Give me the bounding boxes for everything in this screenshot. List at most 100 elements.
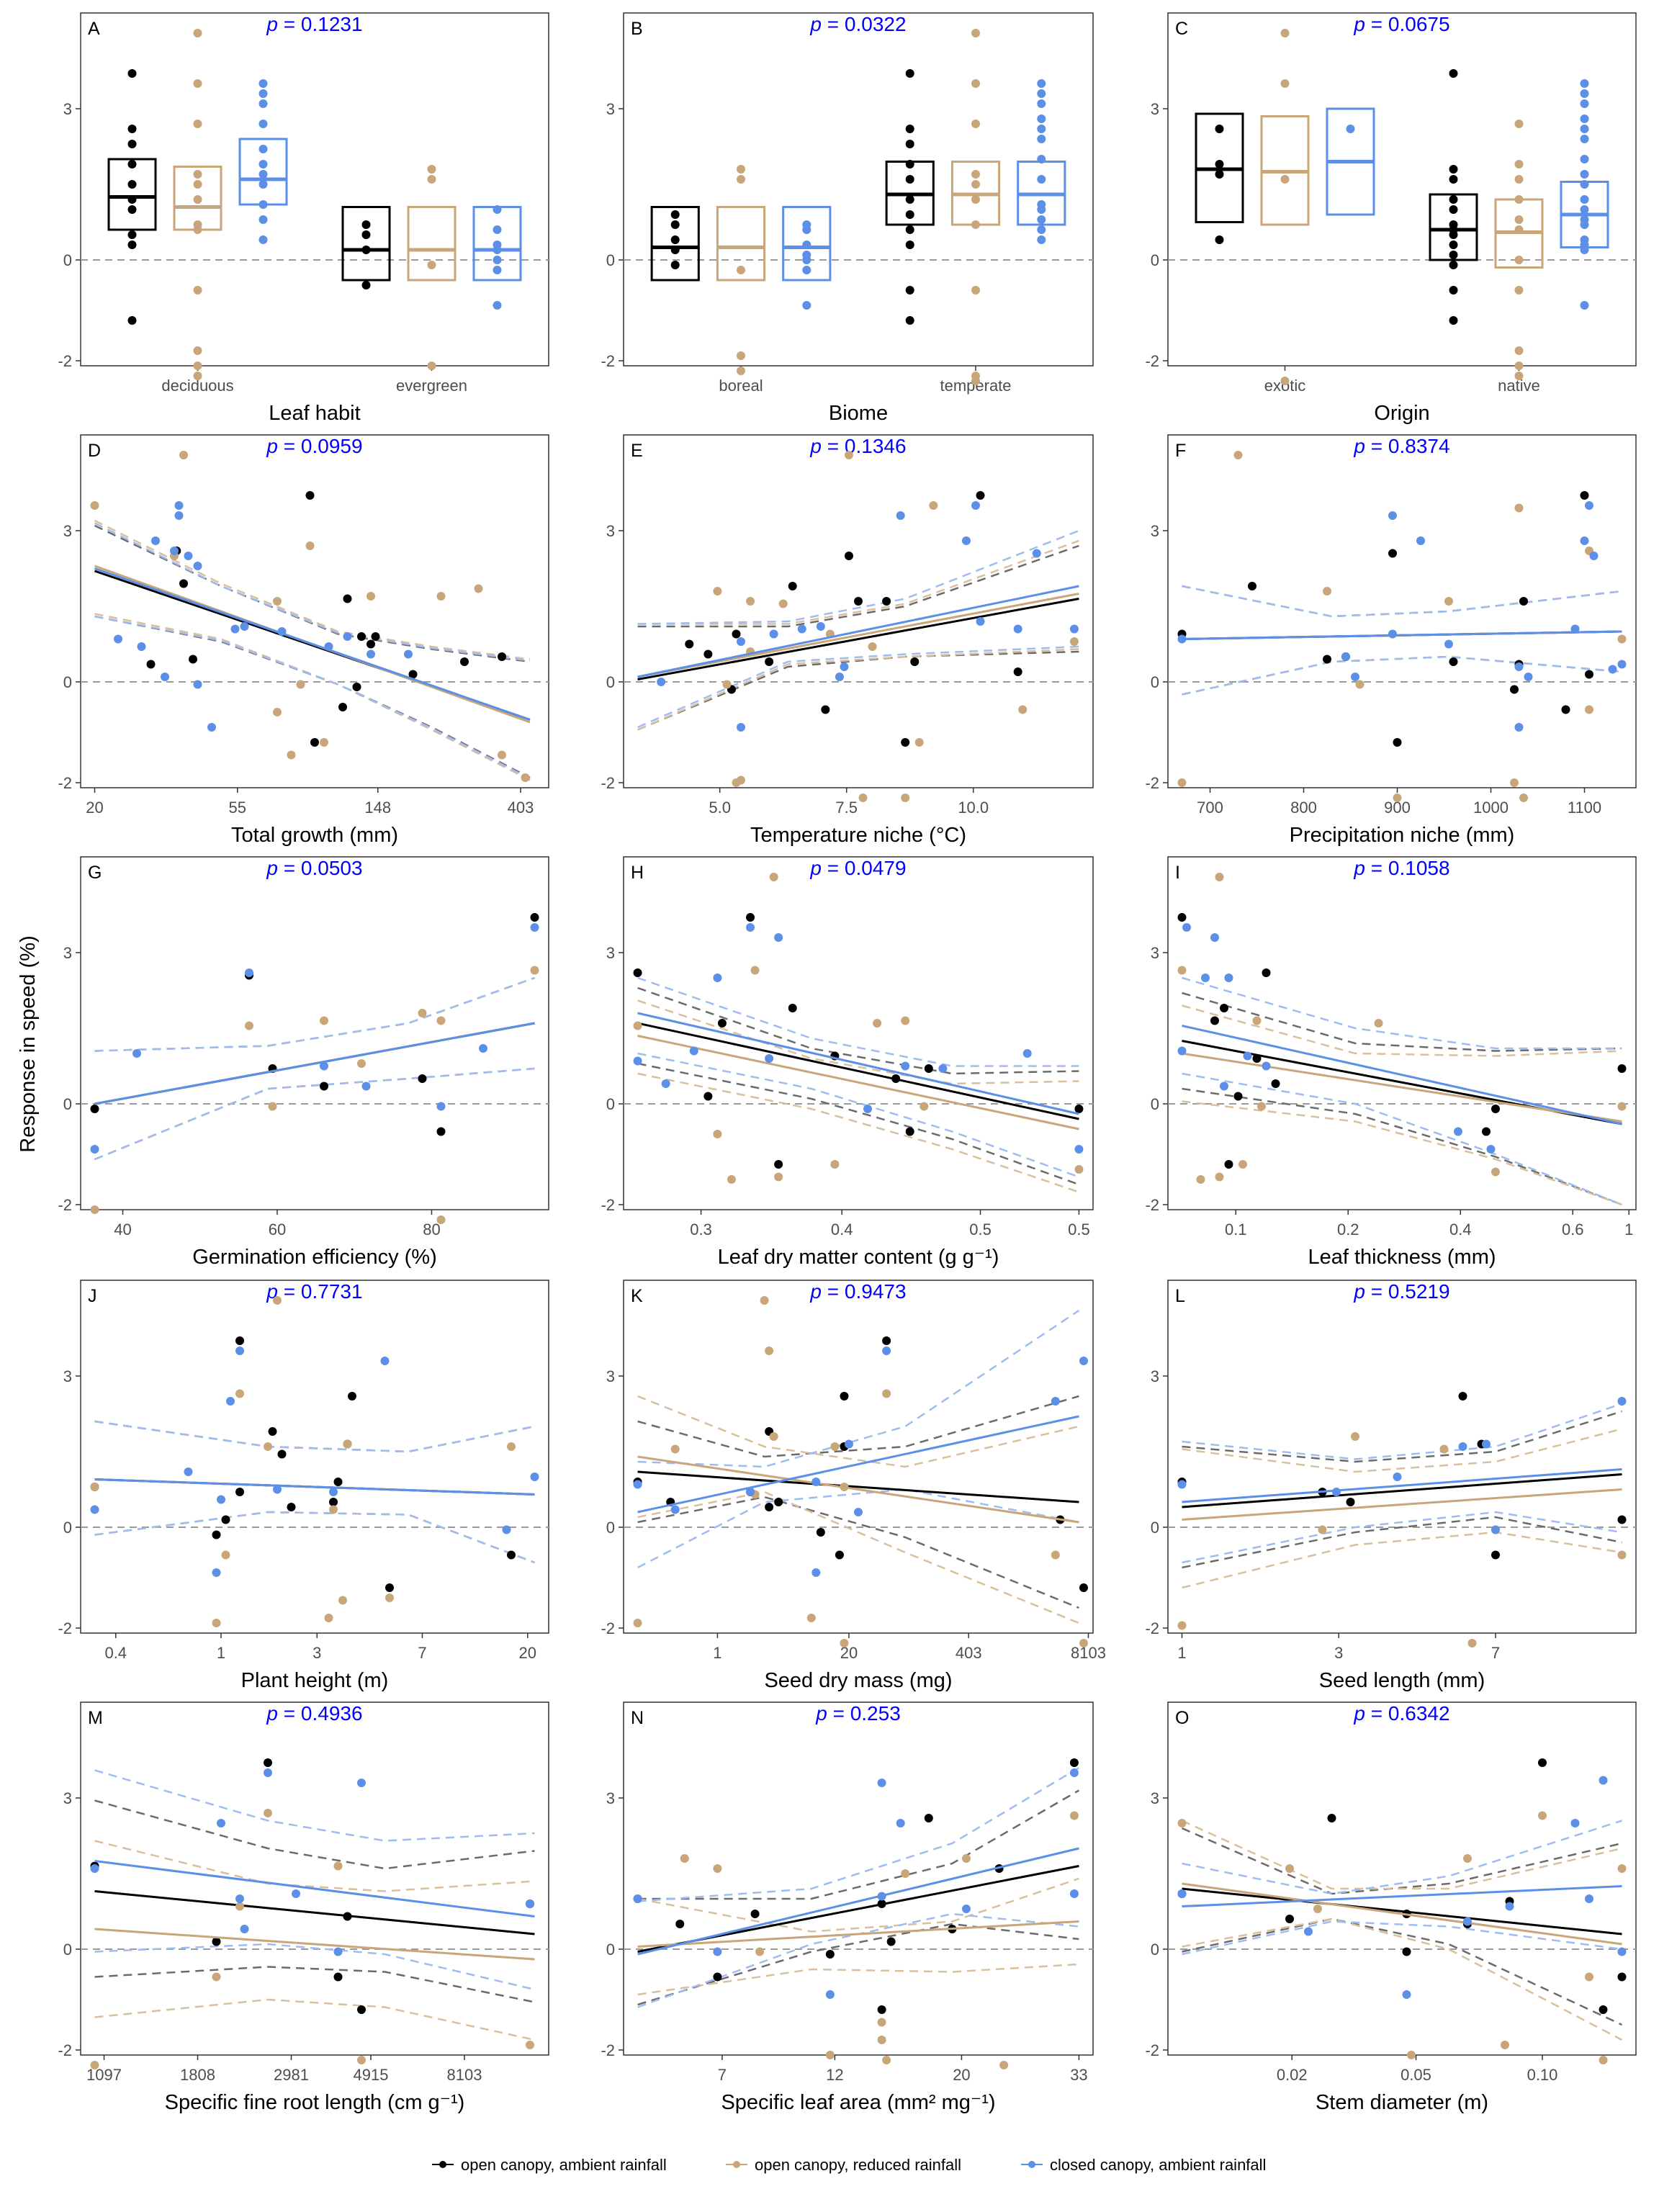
data-point (901, 1869, 910, 1878)
regression-line (1182, 1885, 1622, 1907)
y-tick-label: 0 (1151, 1519, 1159, 1537)
data-point (404, 649, 413, 659)
confidence-band (1182, 1100, 1622, 1206)
data-point (1486, 1145, 1496, 1154)
data-point (727, 1175, 736, 1184)
box (107, 158, 157, 231)
data-point (1538, 1758, 1547, 1767)
data-point (703, 1092, 713, 1101)
panel-n: -2 0 3 N p = 0.253 Specific leaf area (mm² mg… (601, 1701, 1094, 2114)
data-point (1341, 652, 1350, 661)
data-point (324, 1614, 333, 1622)
data-point (1449, 69, 1458, 78)
data-point (127, 125, 137, 133)
data-point (235, 1902, 244, 1911)
y-tick-label: 0 (63, 1095, 72, 1113)
panel-d: -2 0 3 D p = 0.0959 Total growth (mm) 20 55 148 4… (58, 434, 549, 847)
data-point (1617, 1397, 1627, 1406)
regression-line (637, 585, 1079, 678)
panel-frame (80, 856, 549, 1210)
data-point (320, 1082, 328, 1091)
data-point (1069, 1768, 1079, 1777)
data-point (427, 175, 436, 184)
data-point (1323, 587, 1331, 595)
confidence-band (94, 1067, 535, 1161)
data-point (90, 2061, 99, 2069)
regression-line (1182, 1887, 1622, 1936)
regression-line (1182, 1468, 1622, 1503)
data-point (670, 1444, 680, 1454)
confidence-band (637, 1395, 1079, 1468)
data-point (1215, 873, 1224, 881)
data-point (1323, 655, 1331, 664)
panel-letter: K (631, 1286, 643, 1306)
data-point (1514, 372, 1524, 380)
panel-j: -2 0 3 J p = 0.7731 Plant height (m) 0.4 1 3 7 20 (58, 1280, 549, 1692)
data-point (821, 705, 830, 714)
data-point (1037, 155, 1046, 163)
data-point (797, 624, 806, 634)
data-point (816, 622, 825, 631)
data-point (1215, 125, 1224, 133)
legend-label: closed canopy, ambient rainfall (1050, 2156, 1266, 2174)
y-tick-label: 3 (606, 1789, 615, 1807)
x-tick-label: 403 (508, 799, 534, 817)
regression-line (637, 593, 1079, 678)
data-point (1037, 225, 1046, 234)
data-point (1514, 175, 1524, 184)
data-point (427, 165, 436, 174)
data-point (127, 230, 137, 239)
data-point (90, 1145, 99, 1154)
data-point (1449, 195, 1458, 204)
y-tick-label: -2 (601, 774, 615, 792)
x-tick-label: 7.5 (835, 799, 858, 817)
data-point (830, 1442, 840, 1451)
x-tick-label: 403 (956, 1644, 982, 1662)
panel-frame (623, 856, 1094, 1210)
panel-letter: M (88, 1708, 103, 1728)
p-value-label: p = 0.5219 (1353, 1280, 1449, 1303)
data-point (212, 1619, 221, 1627)
data-point (273, 1485, 282, 1494)
data-point (1079, 1583, 1088, 1592)
data-point (746, 597, 755, 606)
data-point (1491, 1525, 1500, 1534)
data-point (858, 793, 868, 802)
data-point (1177, 1889, 1187, 1898)
confidence-band (637, 645, 1079, 729)
confidence-band (94, 519, 531, 660)
confidence-band (637, 650, 1079, 731)
data-point (207, 723, 216, 732)
data-point (235, 1336, 244, 1345)
data-point (905, 195, 914, 204)
confidence-band (1181, 1820, 1622, 1890)
y-tick-label: 3 (606, 522, 615, 540)
data-point (1608, 665, 1617, 674)
p-value-label: p = 0.6342 (1353, 1702, 1449, 1725)
data-point (212, 1937, 221, 1946)
data-point (1482, 1439, 1491, 1449)
x-tick-label: 800 (1290, 799, 1317, 817)
x-tick-label: 0.10 (1527, 2066, 1558, 2084)
data-point (1491, 1105, 1500, 1113)
y-tick-label: 3 (63, 522, 72, 540)
data-point (769, 629, 778, 639)
legend-label: open canopy, reduced rainfall (755, 2156, 961, 2174)
data-point (1013, 624, 1022, 634)
data-point (273, 597, 282, 606)
y-tick-label: -2 (58, 2041, 72, 2059)
data-point (1514, 662, 1524, 671)
data-point (905, 240, 914, 249)
data-point (1037, 89, 1046, 98)
data-point (905, 175, 914, 184)
data-point (217, 1819, 225, 1827)
data-point (1032, 549, 1041, 558)
regression-line (1182, 1473, 1622, 1509)
x-axis-title: Leaf dry matter content (g g⁻¹) (718, 1246, 999, 1269)
p-value-label: p = 0.0479 (809, 857, 906, 879)
x-axis-title: Total growth (mm) (231, 824, 398, 847)
data-point (333, 1478, 343, 1486)
regression-line (637, 1470, 1079, 1503)
y-tick-label: -2 (1145, 774, 1159, 792)
data-point (835, 1550, 844, 1560)
